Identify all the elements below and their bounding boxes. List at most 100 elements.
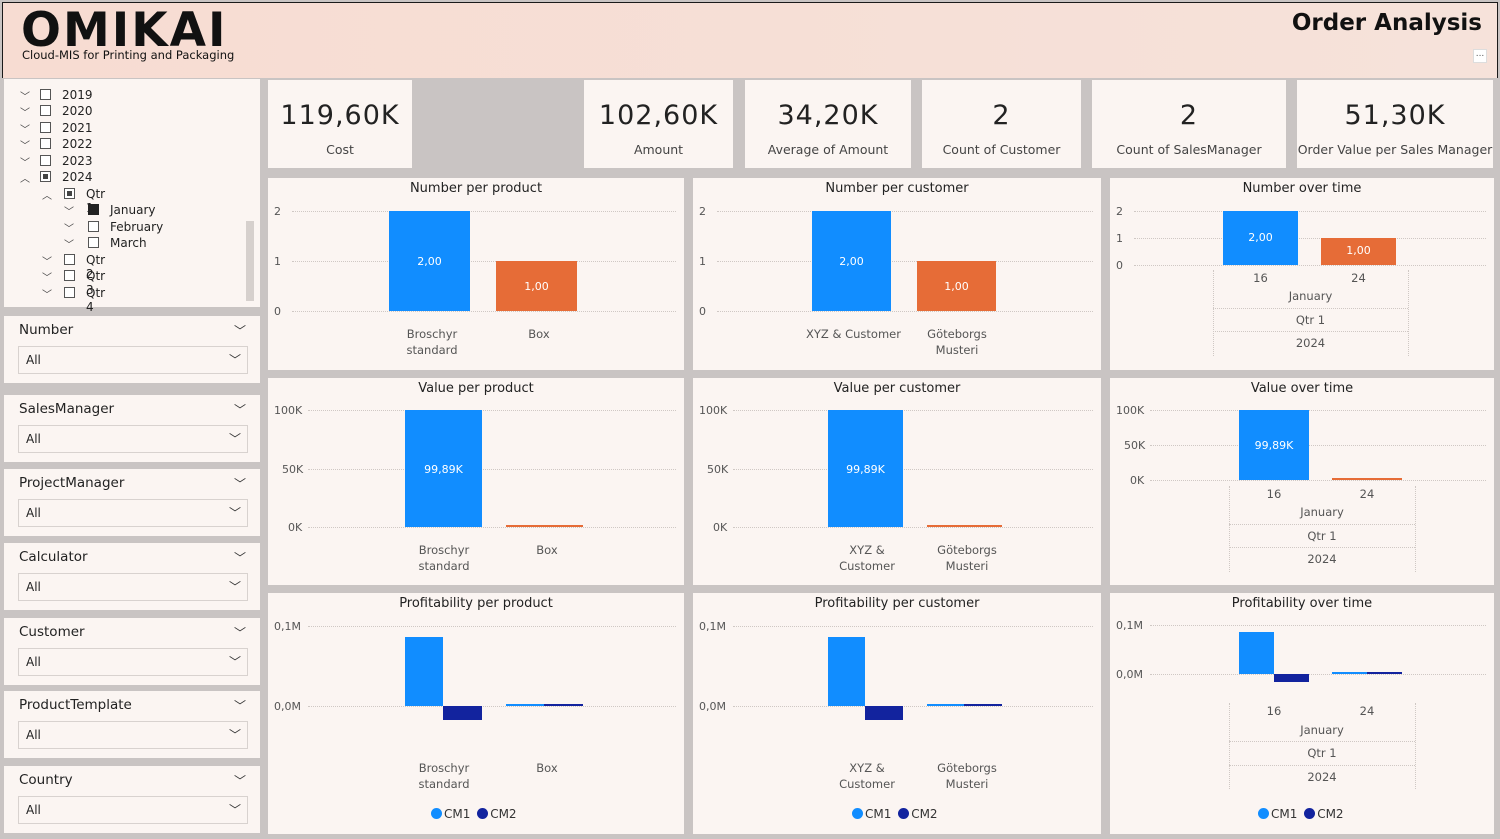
chevron-down-icon[interactable]: ﹀ (20, 92, 30, 103)
bar-xyz-customer[interactable] (812, 211, 891, 311)
slicer-producttemplate[interactable]: ProductTemplate ﹀ All ﹀ (4, 691, 260, 758)
slicer-projectmanager[interactable]: ProjectManager ﹀ All ﹀ (4, 469, 260, 536)
more-options-icon[interactable]: ... (1473, 49, 1487, 63)
chevron-down-icon[interactable]: ﹀ (228, 353, 241, 367)
bar-goteborgs-musteri[interactable] (927, 525, 1002, 527)
checkbox-partial[interactable] (64, 188, 75, 199)
slicer-dropdown[interactable]: All ﹀ (18, 425, 248, 453)
chevron-down-icon[interactable]: ﹀ (228, 506, 241, 520)
legend: CM1 CM2 (1258, 807, 1344, 821)
bar-day-24[interactable] (1321, 238, 1396, 265)
chevron-down-icon[interactable]: ﹀ (233, 403, 246, 417)
checkbox[interactable] (88, 221, 99, 232)
chevron-down-icon[interactable]: ﹀ (20, 158, 30, 169)
kpi-card-count-customer[interactable]: 2 Count of Customer (922, 80, 1081, 168)
bar-broschyr-standard[interactable] (389, 211, 470, 311)
y-tick: 0 (274, 305, 281, 318)
bar-day-16[interactable] (1239, 410, 1309, 480)
slicer-dropdown[interactable]: All ﹀ (18, 499, 248, 527)
slicer-scrollbar[interactable] (246, 221, 254, 301)
slicer-dropdown[interactable]: All ﹀ (18, 346, 248, 374)
chevron-up-icon[interactable]: ︿ (20, 174, 30, 185)
slicer-dropdown[interactable]: All ﹀ (18, 796, 248, 824)
chart-value-per-product[interactable]: Value per product 100K 50K 0K 99,89K Bro… (268, 378, 684, 585)
kpi-card-order-value-per-sm[interactable]: 51,30K Order Value per Sales Manager (1297, 80, 1493, 168)
tree-label: 2023 (62, 154, 93, 168)
checkbox[interactable] (64, 270, 75, 281)
chart-profitability-over-time[interactable]: Profitability over time 0,1M 0,0M 16 24 … (1110, 593, 1494, 834)
chevron-down-icon[interactable]: ﹀ (228, 655, 241, 669)
bar-cm2-goteborgs[interactable] (964, 704, 1002, 706)
chevron-down-icon[interactable]: ﹀ (228, 803, 241, 817)
chevron-down-icon[interactable]: ﹀ (228, 580, 241, 594)
chevron-down-icon[interactable]: ﹀ (228, 728, 241, 742)
bar-cm2-box[interactable] (544, 704, 583, 706)
checkbox[interactable] (64, 287, 75, 298)
chevron-down-icon[interactable]: ﹀ (233, 626, 246, 640)
chevron-down-icon[interactable]: ﹀ (228, 432, 241, 446)
chevron-up-icon[interactable]: ︿ (42, 191, 52, 202)
chevron-down-icon[interactable]: ﹀ (233, 324, 246, 338)
chevron-down-icon[interactable]: ﹀ (233, 699, 246, 713)
slicer-dropdown[interactable]: All ﹀ (18, 648, 248, 676)
kpi-card-cost[interactable]: 119,60K Cost (268, 80, 412, 168)
chevron-down-icon[interactable]: ﹀ (233, 774, 246, 788)
checkbox-checked[interactable] (88, 204, 99, 215)
bar-cm2-day-16[interactable] (1274, 674, 1309, 683)
kpi-card-amount[interactable]: 102,60K Amount (584, 80, 733, 168)
chevron-down-icon[interactable]: ﹀ (20, 141, 30, 152)
chart-value-over-time[interactable]: Value over time 100K 50K 0K 99,89K 16 24… (1110, 378, 1494, 585)
slicer-number[interactable]: Number ﹀ All ﹀ (4, 316, 260, 383)
chevron-down-icon[interactable]: ﹀ (42, 273, 52, 284)
bar-day-16[interactable] (1223, 211, 1298, 265)
checkbox[interactable] (40, 89, 51, 100)
checkbox[interactable] (64, 254, 75, 265)
slicer-calculator[interactable]: Calculator ﹀ All ﹀ (4, 543, 260, 610)
checkbox[interactable] (40, 138, 51, 149)
bar-broschyr-standard[interactable] (405, 410, 482, 527)
bar-cm2-day-24[interactable] (1367, 672, 1402, 674)
chevron-down-icon[interactable]: ﹀ (64, 207, 74, 218)
checkbox[interactable] (88, 237, 99, 248)
chart-number-per-customer[interactable]: Number per customer 2 1 0 2,00 1,00 XYZ … (693, 178, 1101, 370)
chart-value-per-customer[interactable]: Value per customer 100K 50K 0K 99,89K XY… (693, 378, 1101, 585)
chevron-down-icon[interactable]: ﹀ (42, 257, 52, 268)
chevron-down-icon[interactable]: ﹀ (64, 224, 74, 235)
slicer-salesmanager[interactable]: SalesManager ﹀ All ﹀ (4, 395, 260, 462)
bar-box[interactable] (496, 261, 577, 311)
chart-profitability-per-customer[interactable]: Profitability per customer 0,1M 0,0M XYZ… (693, 593, 1101, 834)
slicer-customer[interactable]: Customer ﹀ All ﹀ (4, 618, 260, 685)
bar-cm1-goteborgs[interactable] (927, 704, 964, 706)
chart-number-over-time[interactable]: Number over time 2 1 0 2,00 1,00 16 24 J… (1110, 178, 1494, 370)
bar-cm1-day-24[interactable] (1332, 672, 1367, 674)
x-label: 24 (1359, 487, 1375, 501)
slicer-country[interactable]: Country ﹀ All ﹀ (4, 766, 260, 833)
checkbox[interactable] (40, 155, 51, 166)
bar-cm1-box[interactable] (506, 704, 544, 706)
bar-cm1-day-16[interactable] (1239, 631, 1274, 674)
checkbox[interactable] (40, 122, 51, 133)
chevron-down-icon[interactable]: ﹀ (42, 290, 52, 301)
checkbox[interactable] (40, 105, 51, 116)
slicer-dropdown[interactable]: All ﹀ (18, 721, 248, 749)
bar-day-24[interactable] (1332, 478, 1402, 480)
kpi-card-count-salesmanager[interactable]: 2 Count of SalesManager (1092, 80, 1286, 168)
chart-number-per-product[interactable]: Number per product 2 1 0 2,00 1,00 Brosc… (268, 178, 684, 370)
kpi-card-average-amount[interactable]: 34,20K Average of Amount (745, 80, 911, 168)
bar-xyz-customer[interactable] (828, 410, 903, 527)
bar-cm1-broschyr[interactable] (405, 637, 443, 706)
chevron-down-icon[interactable]: ﹀ (20, 125, 30, 136)
chevron-down-icon[interactable]: ﹀ (233, 477, 246, 491)
slicer-dropdown[interactable]: All ﹀ (18, 573, 248, 601)
date-hierarchy-slicer[interactable]: ﹀ 2019 ﹀ 2020 ﹀ 2021 ﹀ 2022 ﹀ 2023 ︿ 2024 ︿ Qtr… (4, 79, 260, 314)
chevron-down-icon[interactable]: ﹀ (64, 240, 74, 251)
checkbox-partial[interactable] (40, 171, 51, 182)
bar-box[interactable] (506, 525, 583, 527)
chevron-down-icon[interactable]: ﹀ (233, 551, 246, 565)
bar-cm2-broschyr[interactable] (443, 706, 482, 720)
bar-cm2-xyz[interactable] (865, 706, 903, 720)
bar-cm1-xyz[interactable] (828, 637, 865, 706)
chevron-down-icon[interactable]: ﹀ (20, 108, 30, 119)
bar-goteborgs-musteri[interactable] (917, 261, 996, 311)
chart-profitability-per-product[interactable]: Profitability per product 0,1M 0,0M Bros… (268, 593, 684, 834)
